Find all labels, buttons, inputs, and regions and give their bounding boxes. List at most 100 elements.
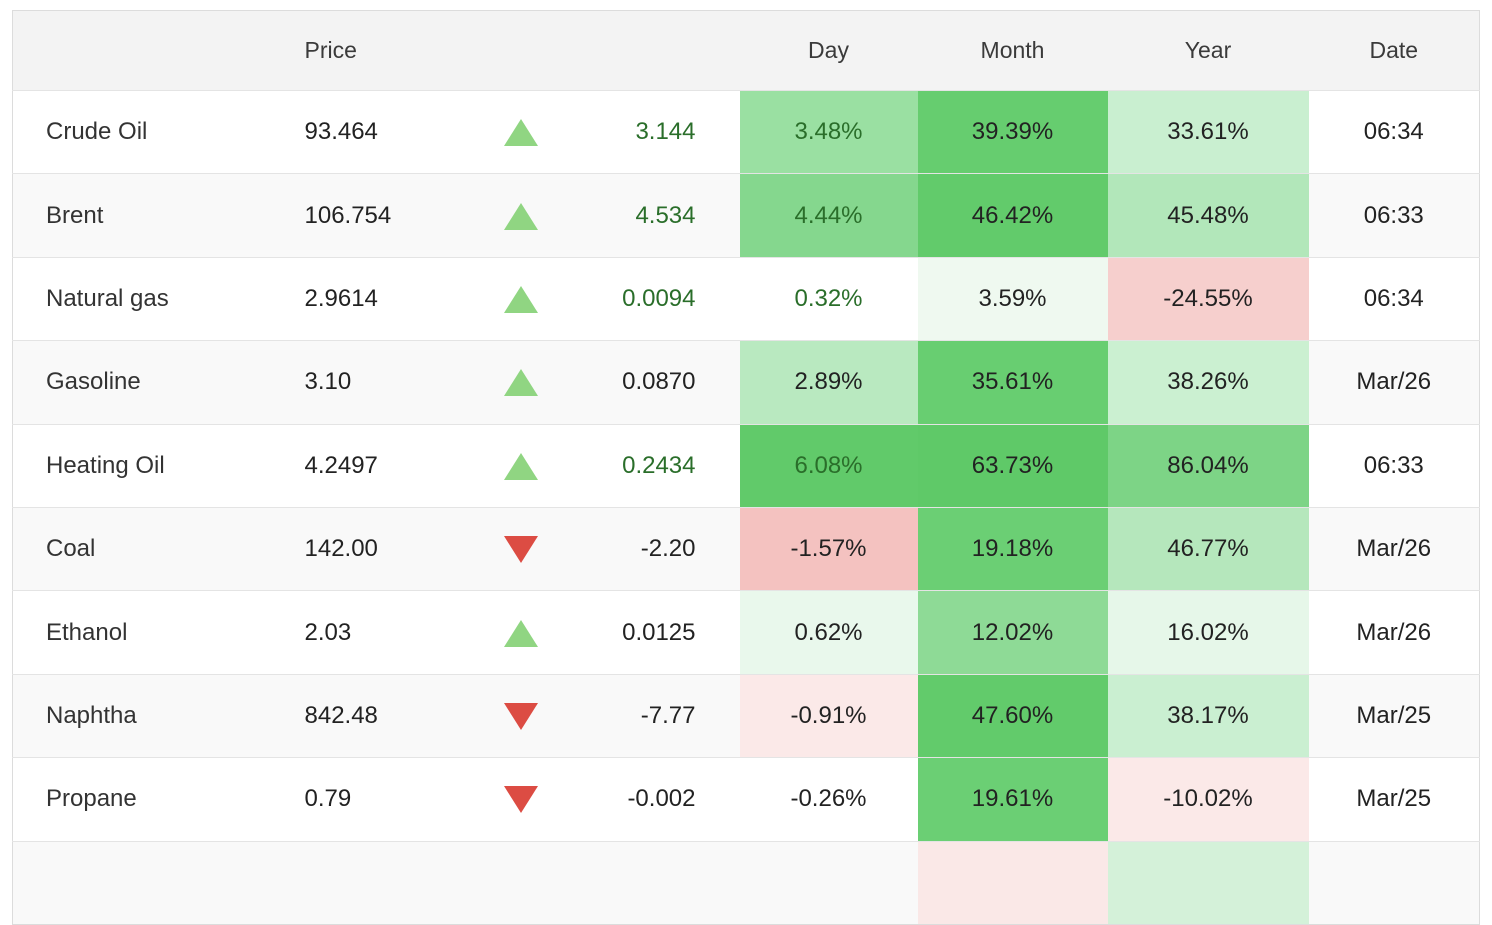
commodity-name[interactable]: Heating Oil [12, 424, 291, 508]
commodity-name[interactable]: Propane [12, 757, 291, 842]
date-value: Mar/25 [1308, 674, 1480, 758]
day-percent: -0.26% [739, 757, 918, 842]
table-row: Coal 142.00 -2.20 -1.57% 19.18% 46.77% Mar/26 [12, 507, 1480, 591]
day-percent: 0.62% [739, 590, 918, 675]
table-row: Gasoline 3.10 0.0870 2.89% 35.61% 38.26% Mar/2… [12, 340, 1480, 425]
year-percent [1107, 841, 1309, 925]
month-percent: 3.59% [917, 257, 1108, 341]
date-value: Mar/26 [1308, 340, 1480, 425]
date-value: Mar/25 [1308, 757, 1480, 842]
header-day: Day [739, 10, 918, 91]
price-value: 842.48 [290, 674, 481, 758]
table-row: Ethanol 2.03 0.0125 0.62% 12.02% 16.02% Mar/26 [12, 590, 1480, 675]
day-percent: 4.44% [739, 173, 918, 258]
table-row: Propane 0.79 -0.002 -0.26% 19.61% -10.02% Mar/… [12, 757, 1480, 842]
direction-cell [480, 90, 561, 174]
change-value: -7.77 [560, 674, 740, 758]
date-value: 06:33 [1308, 173, 1480, 258]
down-triangle-icon [503, 786, 538, 814]
header-year: Year [1107, 10, 1309, 91]
header-change [560, 10, 740, 91]
change-value: 0.2434 [560, 424, 740, 508]
day-percent: 3.48% [739, 90, 918, 174]
direction-cell [480, 590, 561, 675]
commodity-name[interactable]: Gasoline [12, 340, 291, 425]
table-row: Natural gas 2.9614 0.0094 0.32% 3.59% -24.55%… [12, 257, 1480, 341]
day-percent: -0.91% [739, 674, 918, 758]
commodity-name[interactable] [12, 841, 291, 925]
month-percent: 19.61% [917, 757, 1108, 842]
commodity-name[interactable]: Crude Oil [12, 90, 291, 174]
up-triangle-icon [503, 202, 538, 230]
date-value: 06:34 [1308, 90, 1480, 174]
table-row: Naphtha 842.48 -7.77 -0.91% 47.60% 38.17% Mar/… [12, 674, 1480, 758]
direction-cell [480, 841, 561, 925]
year-percent: 45.48% [1107, 173, 1309, 258]
price-value: 2.03 [290, 590, 481, 675]
direction-cell [480, 757, 561, 842]
change-value: 0.0094 [560, 257, 740, 341]
price-value [290, 841, 481, 925]
direction-cell [480, 173, 561, 258]
change-value: 0.0125 [560, 590, 740, 675]
date-value: 06:33 [1308, 424, 1480, 508]
table-body: Crude Oil 93.464 3.144 3.48% 39.39% 33.61% 06:… [12, 90, 1480, 925]
header-name [12, 10, 291, 91]
year-percent: 86.04% [1107, 424, 1309, 508]
day-percent: -1.57% [739, 507, 918, 591]
month-percent [917, 841, 1108, 925]
table-row: Brent 106.754 4.534 4.44% 46.42% 45.48% 06:33 [12, 173, 1480, 258]
up-triangle-icon [503, 286, 538, 314]
header-date: Date [1308, 10, 1480, 91]
header-month: Month [917, 10, 1108, 91]
header-row: Price Day Month Year Date [12, 10, 1480, 91]
change-value: -0.002 [560, 757, 740, 842]
month-percent: 12.02% [917, 590, 1108, 675]
change-value: 4.534 [560, 173, 740, 258]
month-percent: 39.39% [917, 90, 1108, 174]
commodity-name[interactable]: Ethanol [12, 590, 291, 675]
month-percent: 19.18% [917, 507, 1108, 591]
commodities-table: Price Day Month Year Date Crude Oil 93.46… [12, 10, 1480, 925]
up-triangle-icon [503, 619, 538, 647]
table-row: Crude Oil 93.464 3.144 3.48% 39.39% 33.61% 06:… [12, 90, 1480, 174]
price-value: 2.9614 [290, 257, 481, 341]
commodity-name[interactable]: Naphtha [12, 674, 291, 758]
commodity-name[interactable]: Natural gas [12, 257, 291, 341]
down-triangle-icon [503, 703, 538, 730]
day-percent: 6.08% [739, 424, 918, 508]
direction-cell [480, 507, 561, 591]
up-triangle-icon [503, 452, 538, 480]
direction-cell [480, 257, 561, 341]
table-header: Price Day Month Year Date [12, 10, 1480, 91]
header-price: Price [290, 10, 481, 91]
day-percent: 2.89% [739, 340, 918, 425]
day-percent: 0.32% [739, 257, 918, 341]
price-value: 0.79 [290, 757, 481, 842]
month-percent: 63.73% [917, 424, 1108, 508]
price-value: 142.00 [290, 507, 481, 591]
date-value [1308, 841, 1480, 925]
price-value: 106.754 [290, 173, 481, 258]
day-percent [739, 841, 918, 925]
down-triangle-icon [503, 536, 538, 564]
year-percent: 46.77% [1107, 507, 1309, 591]
year-percent: -24.55% [1107, 257, 1309, 341]
price-value: 93.464 [290, 90, 481, 174]
direction-cell [480, 424, 561, 508]
year-percent: 38.17% [1107, 674, 1309, 758]
direction-cell [480, 340, 561, 425]
month-percent: 47.60% [917, 674, 1108, 758]
date-value: Mar/26 [1308, 590, 1480, 675]
change-value: 3.144 [560, 90, 740, 174]
change-value [560, 841, 740, 925]
commodity-name[interactable]: Brent [12, 173, 291, 258]
direction-cell [480, 674, 561, 758]
table-row-partial [12, 841, 1480, 925]
header-arrow [480, 10, 561, 91]
up-triangle-icon [503, 119, 538, 147]
date-value: 06:34 [1308, 257, 1480, 341]
commodity-name[interactable]: Coal [12, 507, 291, 591]
change-value: -2.20 [560, 507, 740, 591]
price-value: 4.2497 [290, 424, 481, 508]
